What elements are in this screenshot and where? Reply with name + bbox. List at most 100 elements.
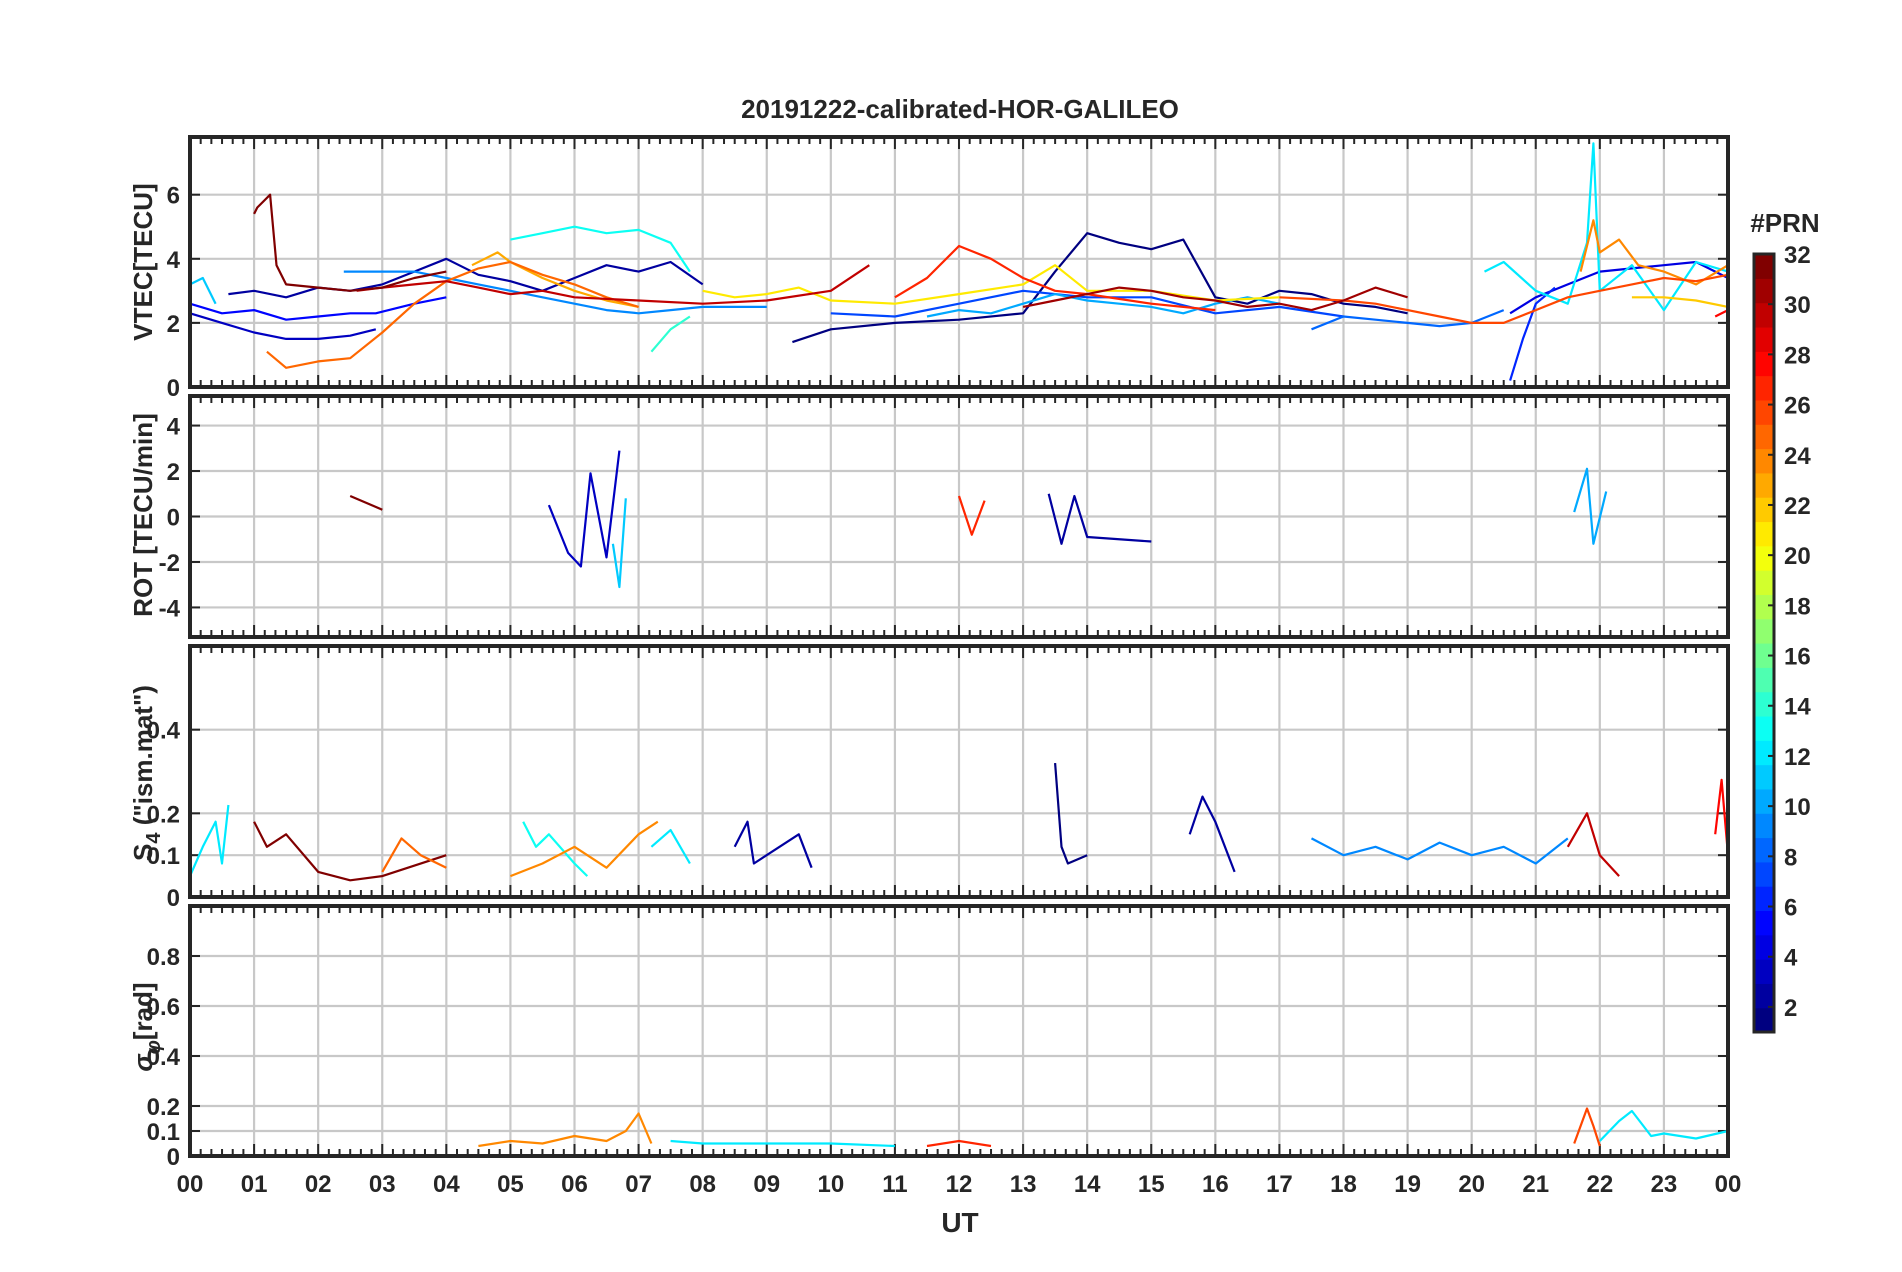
- colorbar-segment: [1754, 934, 1774, 960]
- vtec-series-prn-30: [356, 264, 870, 305]
- vtec-series-prn-3: [189, 312, 377, 340]
- colorbar-segment: [1754, 545, 1774, 571]
- s4-series-prn-25: [381, 837, 447, 873]
- rot-ytick-label: 2: [167, 459, 180, 486]
- colorbar-segment: [1754, 861, 1774, 887]
- rot-series-prn-27: [957, 495, 986, 536]
- sigma-ylabel-part: [rad]: [128, 982, 158, 1040]
- colorbar-segment: [1754, 959, 1774, 984]
- sigma-ylabel-text: σφ[rad]: [128, 982, 165, 1071]
- rot-series-prn-32: [349, 494, 383, 511]
- sigma-ytick-label: 0.8: [147, 944, 180, 971]
- s4-ylabel-text: S4 ("ism.mat"): [128, 685, 165, 861]
- colorbar-segment: [1754, 886, 1774, 912]
- x-tick-label: 09: [753, 1171, 780, 1198]
- x-tick-label: 12: [946, 1171, 973, 1198]
- colorbar-label: #PRN: [1750, 208, 1819, 238]
- colorbar-tick-label: 18: [1784, 593, 1811, 620]
- rot-series-prn-3: [547, 450, 621, 568]
- s4-series-prn-2: [1188, 795, 1236, 873]
- vtec-series-prn-24: [1579, 219, 1729, 286]
- colorbar-segment: [1754, 837, 1774, 863]
- colorbar-segment: [1754, 910, 1774, 936]
- colorbar-segment: [1754, 594, 1774, 620]
- s4-series-prn-9: [1310, 837, 1569, 865]
- x-tick-label: 00: [177, 1171, 204, 1198]
- colorbar-tick-label: 32: [1784, 242, 1811, 269]
- x-tick-label: 04: [433, 1171, 460, 1198]
- vtec-series-prn-23: [471, 251, 639, 308]
- rot-ytick-label: 0: [167, 505, 180, 532]
- sigma-ytick-label: 0.1: [147, 1119, 180, 1146]
- colorbar-segment: [1754, 740, 1774, 766]
- vtec-series-prn-7: [830, 289, 1344, 318]
- x-tick-label: 21: [1522, 1171, 1549, 1198]
- rot-series-prn-10: [1573, 467, 1608, 545]
- vtec-series-prn-32: [253, 193, 447, 292]
- colorbar-segment: [1754, 643, 1774, 668]
- vtec-ytick-label: 6: [167, 183, 180, 210]
- sigma-ytick-label: 0.2: [147, 1094, 180, 1121]
- vtec-series-prn-1: [792, 232, 1408, 344]
- s4-series-prn-32: [253, 821, 447, 882]
- s4-ylabel-part: S: [128, 844, 158, 861]
- colorbar-segment: [1754, 788, 1774, 814]
- colorbar-segment: [1754, 691, 1774, 717]
- sigma-series-prn-26: [1573, 1107, 1601, 1147]
- sigma-series-prn-24: [478, 1112, 653, 1148]
- rot-series-prn-2: [1047, 493, 1152, 545]
- vtec-series-prn-9: [343, 270, 767, 315]
- x-tick-label: 03: [369, 1171, 396, 1198]
- colorbar-segment: [1754, 472, 1774, 498]
- sigma-ytick-label: 0.6: [147, 994, 180, 1021]
- sigma-ylabel-part: σ: [128, 1053, 158, 1072]
- vtec-series-prn-26: [1279, 273, 1729, 324]
- rot-series-prn-11: [611, 498, 627, 589]
- colorbar-segment: [1754, 618, 1774, 644]
- x-tick-label: 22: [1586, 1171, 1613, 1198]
- colorbar-tick-label: 22: [1784, 493, 1811, 520]
- colorbar-segment: [1754, 497, 1774, 523]
- s4-ytick-label: 0.1: [147, 843, 180, 870]
- x-tick-label: 08: [689, 1171, 716, 1198]
- rot-panel: -4 -2 0 2 4: [159, 394, 1730, 639]
- s4-ytick-label: 0: [167, 885, 180, 912]
- vtec-series-prn-22: [1631, 296, 1729, 308]
- colorbar-tick-label: 24: [1784, 443, 1811, 470]
- colorbar-segment: [1754, 375, 1774, 401]
- rot-ytick-label: -4: [159, 595, 181, 622]
- colorbar-segment: [1754, 254, 1774, 279]
- vtec-series-prn-4: [1509, 260, 1729, 315]
- colorbar-tick-label: 10: [1784, 794, 1811, 821]
- x-tick-label: 15: [1138, 1171, 1165, 1198]
- x-tick-label: 05: [497, 1171, 524, 1198]
- vtec-frame: [188, 135, 1730, 389]
- s4-series-prn-30: [1566, 812, 1620, 877]
- x-tick-label: 18: [1330, 1171, 1357, 1198]
- colorbar-segment: [1754, 983, 1774, 1009]
- s4-ylabel-part: ("ism.mat"): [128, 685, 158, 832]
- vtec-series-prn-11: [189, 276, 217, 305]
- vtec-ytick-label: 0: [167, 375, 180, 402]
- sigma-ylabel-part: φ: [143, 1040, 165, 1054]
- x-tick-label: 16: [1202, 1171, 1229, 1198]
- sigma-ytick-label: 0.4: [147, 1044, 181, 1071]
- s4-series-prn-1: [1054, 763, 1088, 865]
- vtec-series-prn-28: [1714, 309, 1729, 318]
- x-tick-label: 06: [561, 1171, 588, 1198]
- s4-ytick-label: 0.4: [147, 718, 181, 745]
- sigma-series-prn-27: [926, 1139, 992, 1148]
- colorbar-tick-label: 26: [1784, 393, 1811, 420]
- x-tick-label: 07: [625, 1171, 652, 1198]
- s4-ytick-label: 0.2: [147, 801, 180, 828]
- rot-frame: [188, 394, 1730, 639]
- x-tick-label: 19: [1394, 1171, 1421, 1198]
- sigma-ylabel: σφ[rad]: [128, 982, 165, 1071]
- s4-ylabel: S4 ("ism.mat"): [128, 685, 165, 861]
- x-tick-label: 17: [1266, 1171, 1293, 1198]
- colorbar-segment: [1754, 715, 1774, 741]
- s4-series-prn-12: [188, 804, 230, 877]
